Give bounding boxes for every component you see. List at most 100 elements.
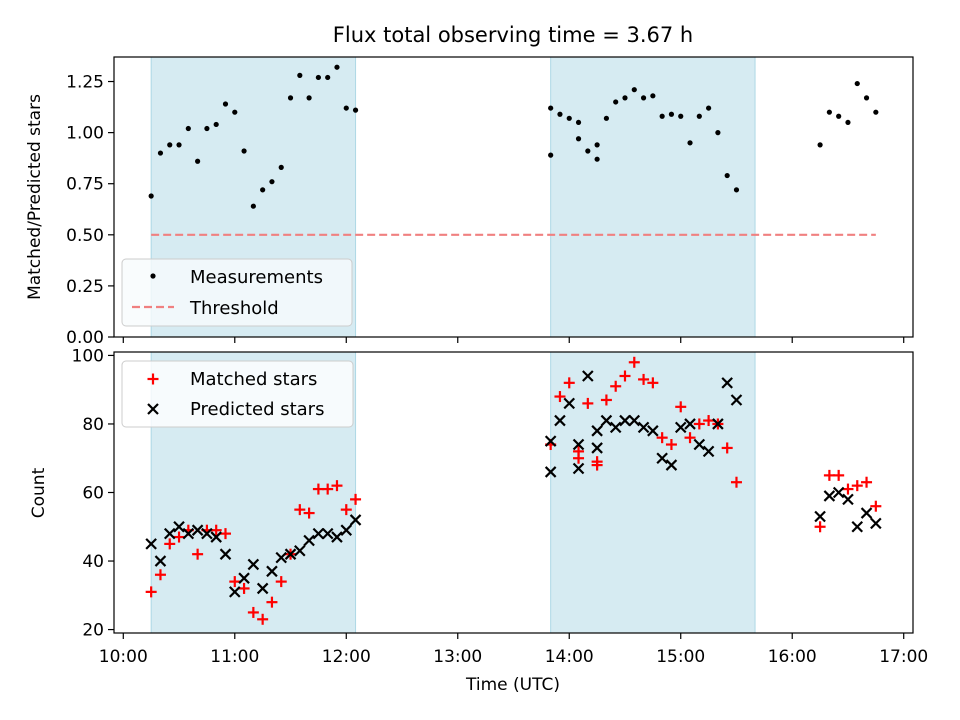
- predicted-star-point: [349, 514, 362, 526]
- matched-star-point: [554, 391, 566, 403]
- predicted-star-point: [712, 418, 724, 430]
- legend-predicted-marker: [147, 403, 159, 415]
- predicted-star-point: [860, 507, 873, 519]
- matched-star-point: [238, 582, 250, 594]
- predicted-star-point: [582, 370, 594, 382]
- legend-threshold-label: Threshold: [189, 298, 279, 319]
- predicted-star-point: [730, 394, 743, 406]
- predicted-star-point: [572, 438, 585, 451]
- measurement-point: [157, 150, 164, 156]
- predicted-star-point: [870, 517, 882, 530]
- predicted-star-point: [609, 421, 622, 434]
- measurement-point: [640, 95, 647, 101]
- measurement-point: [873, 109, 879, 115]
- predicted-star-point: [674, 421, 687, 434]
- matched-star-point: [833, 469, 845, 481]
- measurement-point: [724, 172, 730, 179]
- matched-star-point: [693, 418, 705, 430]
- predicted-star-point: [832, 486, 845, 499]
- measurement-point: [603, 115, 610, 121]
- predicted-star-point: [275, 551, 288, 564]
- y-tick-label: 40: [82, 552, 104, 572]
- top-y-axis-label: Matched/Predicted stars: [25, 94, 45, 300]
- matched-star-point: [628, 356, 640, 368]
- predicted-star-point: [851, 520, 864, 533]
- matched-star-point: [861, 476, 873, 488]
- measurement-point: [678, 113, 684, 119]
- predicted-star-point: [842, 493, 854, 506]
- matched-star-point: [266, 596, 278, 608]
- legend-predicted-symbol: [147, 403, 159, 415]
- measurement-point: [817, 142, 823, 148]
- predicted-star-point: [554, 414, 566, 427]
- predicted-star-point: [229, 586, 241, 598]
- predicted-star-point: [201, 527, 213, 540]
- measurement-point: [622, 95, 628, 101]
- predicted-star-point: [721, 377, 733, 389]
- matched-star-point: [257, 613, 269, 625]
- predicted-star-point: [693, 438, 706, 451]
- top-plot-frame: [113, 56, 914, 338]
- measurement-point: [548, 105, 554, 111]
- matched-star-point: [294, 504, 306, 516]
- matched-star-point: [703, 415, 715, 427]
- x-tick-label: 13:00: [433, 647, 482, 667]
- measurement-point: [585, 148, 591, 154]
- y-tick-label: 80: [82, 415, 104, 435]
- predicted-star-point: [572, 462, 585, 475]
- measurement-point: [575, 136, 582, 142]
- predicted-star-point: [256, 582, 269, 595]
- predicted-star-point: [312, 527, 325, 540]
- matched-star-point: [619, 370, 631, 382]
- matched-star-point: [154, 569, 166, 581]
- predicted-star-point: [247, 558, 260, 571]
- matched-star-point: [322, 483, 334, 495]
- measurement-point: [594, 142, 600, 148]
- measurement-point: [325, 74, 331, 81]
- measurement-point: [315, 74, 321, 81]
- measurement-point: [854, 80, 860, 87]
- predicted-star-point: [637, 421, 650, 434]
- predicted-star-point: [340, 524, 353, 536]
- matched-star-point: [591, 456, 603, 468]
- predicted-star-point: [656, 452, 668, 465]
- predicted-star-point: [544, 435, 557, 447]
- x-tick-label: 14:00: [545, 647, 594, 667]
- y-tick-label: 20: [82, 621, 104, 641]
- legend-matched-label: Matched stars: [190, 369, 317, 390]
- bottom-panel: 20 40 60 80 100 10:00 11:00 12:00 13:00 14:00 15:…: [29, 346, 928, 695]
- y-tick-label: 0.00: [66, 328, 104, 348]
- measurement-point: [287, 95, 294, 101]
- legend-measurements-label: Measurements: [190, 267, 323, 288]
- matched-star-point: [851, 480, 863, 492]
- matched-star-point: [814, 521, 826, 533]
- measurement-point: [650, 93, 656, 99]
- legend-matched-marker: [147, 373, 159, 385]
- predicted-star-point: [684, 418, 696, 430]
- predicted-star-point: [266, 565, 278, 578]
- measurement-point: [696, 113, 702, 119]
- measurement-point: [297, 72, 303, 78]
- measurement-point: [176, 142, 182, 148]
- predicted-star-point: [628, 414, 641, 427]
- matched-star-point: [275, 576, 287, 588]
- y-tick-label: 1.00: [66, 124, 104, 144]
- top-legend: Measurements Threshold: [121, 258, 353, 327]
- matched-star-point: [582, 397, 594, 409]
- matched-star-point: [210, 524, 222, 536]
- measurement-point: [575, 119, 582, 126]
- matched-star-point: [665, 439, 677, 451]
- bottom-legend-box: [121, 360, 354, 428]
- measurement-point: [631, 87, 637, 93]
- matched-star-point: [331, 480, 343, 492]
- matched-star-point: [350, 493, 362, 505]
- matched-star-point: [842, 483, 854, 495]
- matched-star-point: [563, 377, 575, 389]
- measurement-point: [863, 95, 870, 101]
- measurement-point: [269, 179, 275, 185]
- bottom-legend: Matched stars Predicted stars: [121, 360, 354, 428]
- predicted-star-point: [702, 445, 715, 458]
- predicted-star-point: [331, 531, 343, 543]
- measurement-point: [195, 158, 201, 164]
- predicted-star-point: [145, 538, 157, 550]
